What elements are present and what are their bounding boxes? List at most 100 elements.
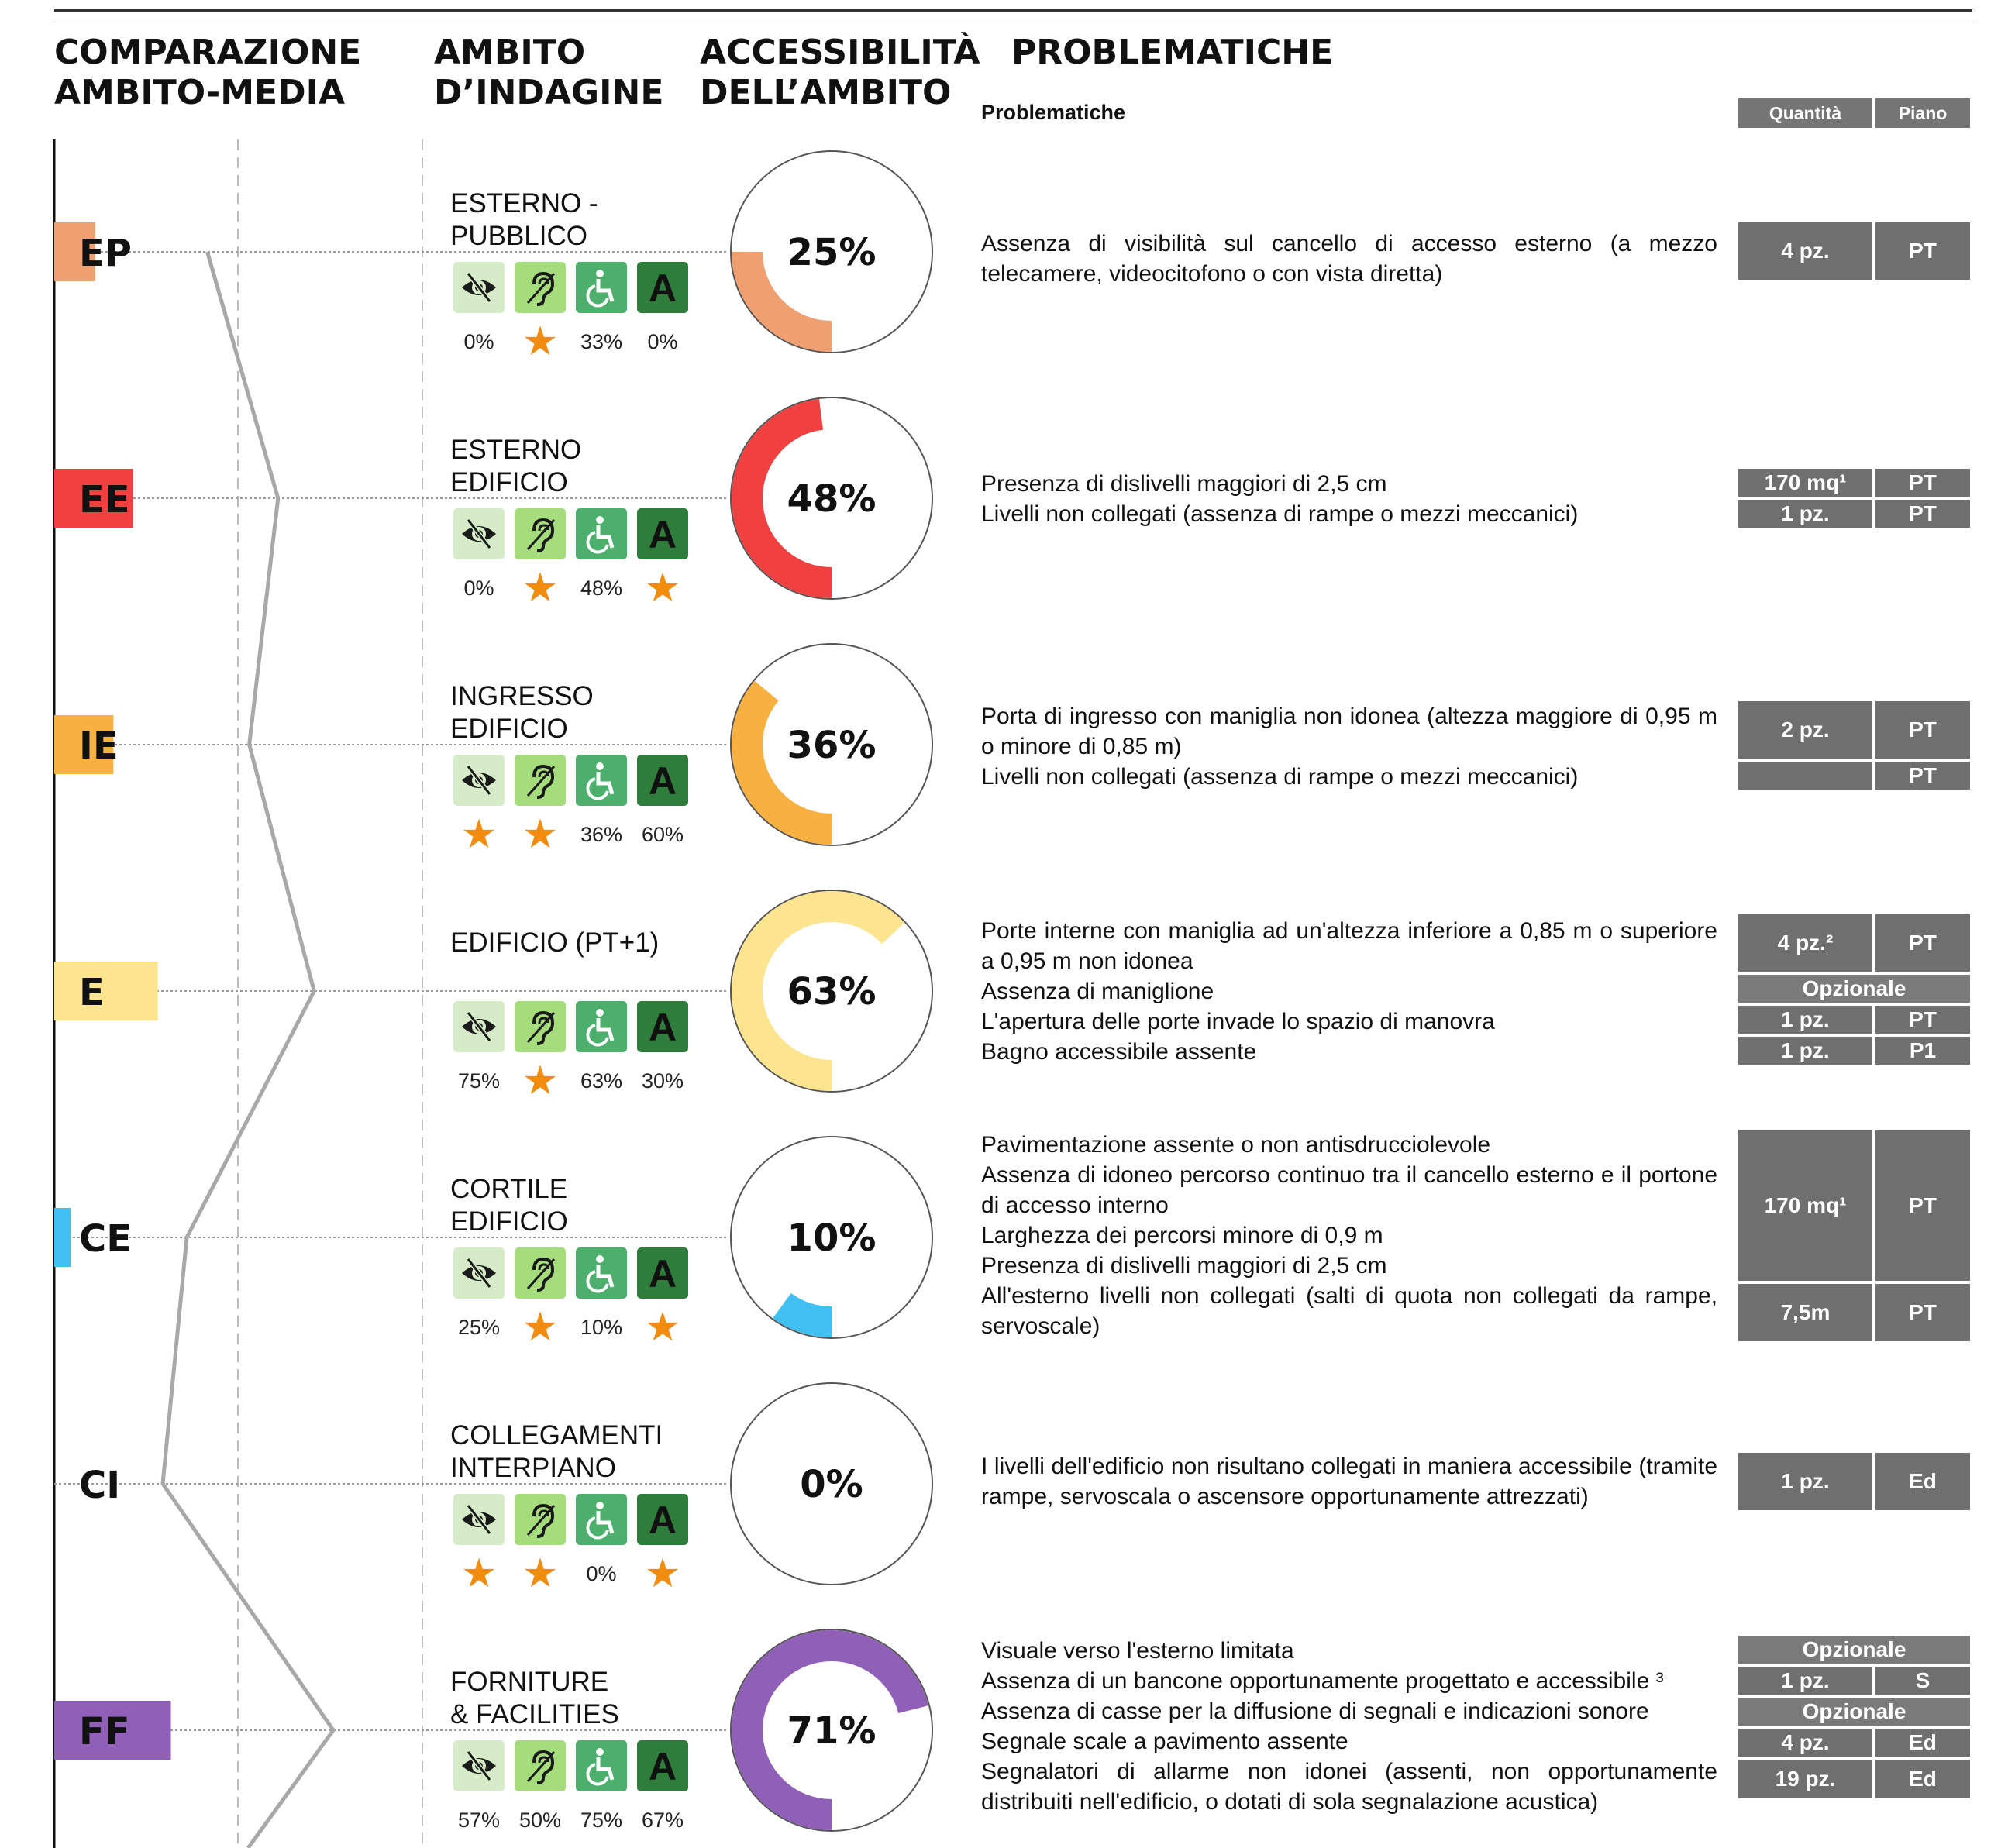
problem-item: Segnalatori di allarme non idonei (assen…	[981, 1759, 1717, 1815]
problem-item: Assenza di idoneo percorso continuo tra …	[981, 1162, 1717, 1218]
icon-percent-label: 0%	[463, 330, 494, 353]
problem-item: Livelli non collegati (assenza di rampe …	[981, 764, 1579, 790]
table-row: 2 pz. PT	[1738, 701, 1970, 759]
scope-title: ESTERNO - PUBBLICO	[450, 188, 598, 253]
table-cell-floor: S	[1876, 1667, 1970, 1695]
eye-crossed-icon	[453, 1247, 505, 1299]
table-cell-floor: PT	[1876, 1284, 1970, 1341]
letter-a-icon: A	[637, 755, 688, 806]
quantity-table: 4 pz.² PT Opzionale 1 pz. PT 1 pz. P1	[1738, 914, 1970, 1068]
letter-a-icon: A	[637, 1494, 688, 1545]
table-cell-quantity: 4 pz.	[1738, 222, 1872, 280]
wheelchair-icon	[576, 1494, 627, 1545]
scope-title: ESTERNO EDIFICIO	[450, 434, 581, 499]
icon-percent-label: 0%	[586, 1562, 617, 1585]
scope-title: COLLEGAMENTI INTERPIANO	[450, 1420, 663, 1485]
table-row: 1 pz. S	[1738, 1667, 1970, 1695]
donut-percent-label: 36%	[787, 724, 877, 767]
header-scope: AMBITO D’INDAGINE	[434, 33, 664, 112]
problem-item: Porta di ingresso con maniglia non idone…	[981, 704, 1717, 759]
icon-percent-label: 63%	[580, 1069, 623, 1093]
scope-title-line: FORNITURE	[450, 1667, 609, 1697]
problem-item: Visuale verso l'esterno limitata	[981, 1638, 1294, 1664]
star-icon: ★	[460, 1551, 498, 1596]
star-icon: ★	[644, 1551, 681, 1596]
problem-item: Assenza di un bancone opportunamente pro…	[981, 1668, 1664, 1694]
donut-outline	[730, 1136, 933, 1339]
table-row: 1 pz. P1	[1738, 1037, 1970, 1065]
table-row: 1 pz. PT	[1738, 500, 1970, 528]
table-row: PT	[1738, 762, 1970, 790]
table-cell-optional: Opzionale	[1738, 975, 1970, 1003]
table-cell-quantity: 2 pz.	[1738, 701, 1872, 759]
table-cell-quantity: 1 pz.	[1738, 1667, 1872, 1695]
donut-arc	[732, 645, 932, 845]
donut-arc	[732, 891, 932, 1091]
scope-title-line: INGRESSO	[450, 681, 594, 711]
letter-a-icon: A	[637, 1740, 688, 1791]
ear-crossed-icon	[515, 1494, 566, 1545]
wheelchair-icon	[576, 1740, 627, 1791]
problems-list: Assenza di visibilità sul cancello di ac…	[981, 229, 1717, 289]
accessibility-donut: 0%	[730, 1382, 933, 1585]
quantity-header: Quantità	[1738, 98, 1872, 128]
donut-percent-label: 10%	[787, 1217, 877, 1260]
svg-text:A: A	[649, 1007, 677, 1047]
table-cell-floor: Ed	[1876, 1453, 1970, 1510]
comparison-chart: EP EE IE E CE CI FF	[53, 139, 727, 1848]
scope-title: FORNITURE & FACILITIES	[450, 1666, 619, 1731]
bar	[54, 222, 95, 281]
table-row: 1 pz. Ed	[1738, 1453, 1970, 1510]
table-cell-floor: PT	[1876, 469, 1970, 497]
table-cell-quantity: 19 pz.	[1738, 1760, 1872, 1798]
icon-percent-label: 30%	[641, 1069, 684, 1093]
table-cell-floor: PT	[1876, 762, 1970, 790]
accessibility-donut: 63%	[730, 890, 933, 1093]
icon-percent-label: 0%	[647, 330, 678, 353]
icon-percent-label: 57%	[457, 1808, 501, 1832]
scope-title-line: EDIFICIO	[450, 1206, 568, 1237]
table-cell-quantity: 1 pz.	[1738, 1037, 1872, 1065]
scope-title: CORTILE EDIFICIO	[450, 1173, 568, 1238]
star-icon: ★	[644, 1305, 681, 1350]
table-row: 170 mq¹ PT	[1738, 1130, 1970, 1281]
header-problems: PROBLEMATICHE	[1011, 33, 1334, 72]
floor-header: Piano	[1876, 98, 1970, 128]
header-comparison: COMPARAZIONE AMBITO-MEDIA	[54, 33, 362, 112]
problem-item: I livelli dell'edificio non risultano co…	[981, 1454, 1717, 1509]
accessibility-donut: 10%	[730, 1136, 933, 1339]
letter-a-icon: A	[637, 1001, 688, 1052]
problems-list: Pavimentazione assente o non antisdrucci…	[981, 1130, 1717, 1341]
problem-item: Porte interne con maniglia ad un'altezza…	[981, 918, 1717, 974]
donut-arc	[732, 1630, 932, 1830]
icon-percent-label: 10%	[580, 1316, 623, 1339]
scope-title: EDIFICIO (PT+1)	[450, 927, 659, 959]
problems-list: Visuale verso l'esterno limitata Assenza …	[981, 1636, 1717, 1817]
star-icon: ★	[522, 1305, 559, 1350]
wheelchair-icon	[576, 1247, 627, 1299]
problems-list: Porta di ingresso con maniglia non idone…	[981, 701, 1717, 792]
table-cell-floor: PT	[1876, 914, 1970, 972]
table-row: 4 pz. PT	[1738, 222, 1970, 280]
table-row: Opzionale	[1738, 1698, 1970, 1726]
letter-a-icon: A	[637, 1247, 688, 1299]
ear-crossed-icon	[515, 508, 566, 559]
svg-text:A: A	[649, 760, 677, 800]
svg-text:A: A	[649, 1499, 677, 1540]
table-cell-quantity: 4 pz.²	[1738, 914, 1872, 972]
icon-percent-label: 60%	[641, 823, 684, 846]
problem-item: Bagno accessibile assente	[981, 1039, 1257, 1065]
bar-label: E	[79, 971, 105, 1014]
donut-percent-label: 71%	[787, 1709, 877, 1753]
problem-item: All'esterno livelli non collegati (salti…	[981, 1283, 1717, 1339]
svg-text:A: A	[649, 1253, 677, 1293]
donut-percent-label: 0%	[800, 1463, 863, 1506]
scope-title-line: & FACILITIES	[450, 1699, 619, 1729]
bar	[54, 1701, 171, 1760]
accessibility-donut: 71%	[730, 1629, 933, 1832]
quantity-table: Opzionale 1 pz. S Opzionale 4 pz. Ed 19 pz. Ed	[1738, 1636, 1970, 1802]
problem-item: Assenza di visibilità sul cancello di ac…	[981, 231, 1717, 287]
bar	[54, 1208, 71, 1267]
scope-title-line: PUBBLICO	[450, 221, 587, 251]
quantity-table: 170 mq¹ PT 1 pz. PT	[1738, 469, 1970, 531]
